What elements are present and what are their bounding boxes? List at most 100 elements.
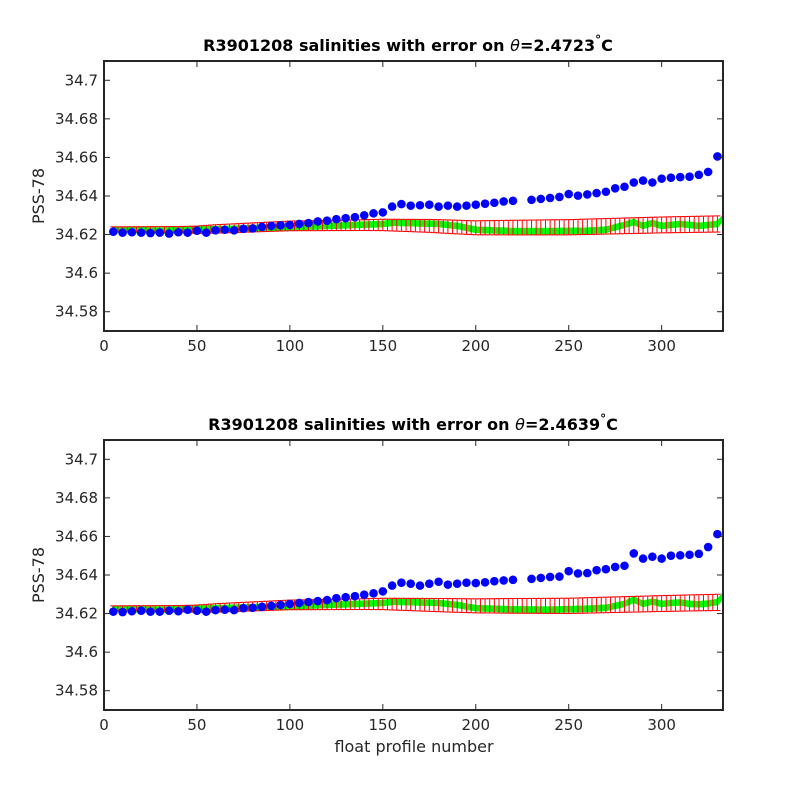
y-tick-label: 34.66 (55, 148, 98, 166)
top-panel-title: R3901208 salinities with error on θ=2.47… (203, 33, 613, 55)
float-salinity-point (685, 172, 694, 182)
top-panel-x-axis: 0 50 100 150 200 250 300 (99, 61, 676, 355)
float-salinity-point (183, 605, 192, 615)
float-salinity-point (118, 607, 127, 617)
float-salinity-point (703, 542, 713, 552)
float-salinity-point (527, 574, 536, 584)
x-tick-label: 100 (276, 716, 305, 734)
float-salinity-point (610, 183, 620, 193)
float-salinity-point (220, 605, 230, 615)
float-salinity-point (629, 549, 639, 558)
x-tick-label: 150 (369, 716, 398, 734)
x-tick-label: 300 (647, 716, 676, 734)
top-panel-y-axis: 34.58 34.6 34.62 34.64 34.66 34.68 34.7 (55, 71, 723, 321)
float-salinity-point (471, 578, 481, 588)
float-salinity-point (220, 225, 230, 235)
float-salinity-point (108, 227, 118, 236)
float-salinity-point (480, 199, 490, 209)
float-salinity-point (192, 226, 202, 236)
float-salinity-point (397, 578, 406, 588)
float-salinity-point (266, 601, 276, 611)
float-salinity-point (415, 200, 425, 210)
float-salinity-point (266, 221, 276, 231)
float-salinity-point (146, 607, 155, 616)
float-salinity-point (192, 606, 202, 615)
float-salinity-point (610, 562, 620, 572)
float-salinity-point (685, 550, 694, 560)
float-salinity-point (434, 577, 443, 587)
float-salinity-point (285, 220, 295, 230)
float-salinity-point (638, 554, 648, 563)
float-salinity-point (406, 201, 416, 210)
float-salinity-point (703, 167, 713, 177)
float-salinity-point (322, 595, 332, 605)
float-salinity-points (108, 529, 722, 617)
float-salinity-point (508, 575, 518, 585)
float-salinity-point (713, 529, 722, 539)
float-salinity-point (462, 578, 471, 588)
float-salinity-point (387, 581, 397, 590)
mapped-salinity-band (112, 214, 723, 235)
float-salinity-point (136, 228, 146, 237)
float-salinity-point (452, 202, 462, 211)
float-salinity-point (443, 201, 453, 210)
float-salinity-point (183, 228, 192, 237)
float-salinity-point (694, 170, 704, 180)
float-salinity-point (341, 592, 350, 602)
x-tick-label: 300 (647, 337, 676, 355)
float-salinity-point (657, 554, 666, 563)
y-tick-label: 34.6 (65, 264, 98, 282)
y-tick-label: 34.64 (55, 187, 98, 205)
float-salinity-point (490, 198, 499, 208)
data-layer (108, 152, 723, 238)
top-panel-plot-area (103, 60, 724, 332)
float-salinity-point (666, 551, 676, 561)
float-salinity-point (276, 221, 285, 230)
float-salinity-point (620, 561, 629, 571)
error-bars (110, 215, 721, 236)
float-salinity-point (146, 228, 155, 238)
float-salinity-point (229, 605, 239, 615)
float-salinity-point (174, 606, 183, 616)
y-tick-label: 34.58 (55, 303, 98, 321)
error-bar (714, 215, 721, 233)
float-salinity-point (499, 197, 508, 206)
x-tick-label: 250 (554, 337, 583, 355)
float-salinity-point (555, 572, 564, 581)
float-salinity-point (276, 600, 285, 610)
float-salinity-point (313, 596, 323, 606)
float-salinity-point (397, 199, 406, 209)
float-salinity-point (127, 606, 137, 616)
x-tick-label: 100 (276, 337, 305, 355)
float-salinity-point (452, 579, 462, 588)
float-salinity-point (545, 193, 555, 203)
float-salinity-point (648, 178, 657, 187)
float-salinity-point (545, 572, 555, 582)
float-salinity-point (239, 224, 248, 234)
float-salinity-point (369, 589, 378, 598)
top-panel-y-axis-label: PSS-78 (29, 168, 48, 224)
float-salinity-point (592, 565, 601, 575)
float-salinity-point (304, 218, 313, 228)
float-salinity-point (629, 178, 639, 187)
bottom-panel-x-axis-label: float profile number (334, 737, 494, 756)
data-layer (108, 529, 723, 617)
float-salinity-point (257, 222, 267, 232)
x-tick-label: 150 (369, 337, 398, 355)
error-bar (714, 593, 721, 611)
float-salinity-point (201, 228, 211, 237)
float-salinity-point (657, 174, 666, 183)
float-salinity-point (313, 217, 323, 226)
float-salinity-point (601, 187, 611, 197)
float-salinity-point (201, 607, 211, 616)
float-salinity-point (601, 564, 611, 574)
y-tick-label: 34.58 (55, 682, 98, 700)
float-salinity-point (257, 602, 267, 612)
y-tick-label: 34.68 (55, 110, 98, 128)
float-salinity-point (425, 579, 434, 588)
float-salinity-point (322, 216, 332, 225)
float-salinity-point (332, 593, 341, 603)
top-panel: R3901208 salinities with error on θ=2.47… (29, 33, 724, 355)
float-salinity-point (359, 210, 369, 220)
